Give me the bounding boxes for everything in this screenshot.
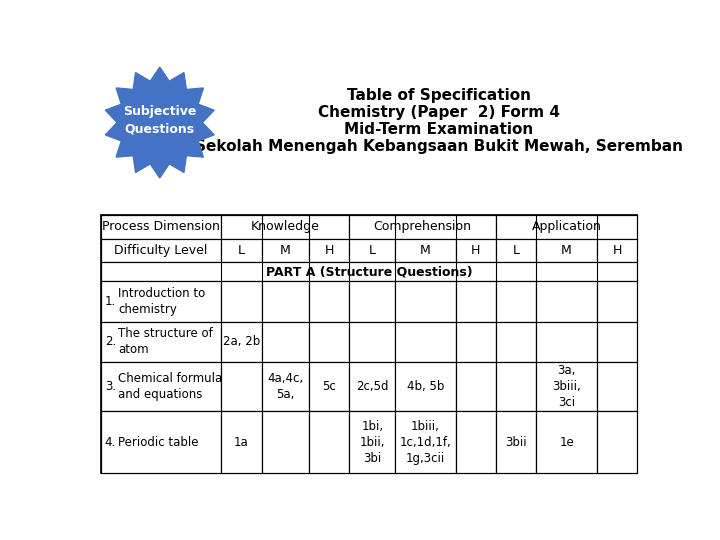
Bar [496, 321, 536, 362]
Bar [309, 239, 349, 262]
Bar [536, 281, 597, 321]
Bar [101, 262, 637, 281]
Bar [536, 239, 597, 262]
Text: H: H [471, 244, 481, 257]
Bar [349, 215, 496, 239]
Bar [221, 239, 261, 262]
Bar [309, 321, 349, 362]
Bar [395, 239, 456, 262]
Bar [309, 281, 349, 321]
Text: Process Dimension: Process Dimension [102, 220, 220, 233]
Bar [221, 281, 261, 321]
Text: H: H [612, 244, 621, 257]
Bar [597, 321, 637, 362]
Text: Table of Specification: Table of Specification [347, 88, 531, 103]
Text: H: H [325, 244, 334, 257]
Text: 1a: 1a [234, 436, 248, 449]
Text: 1.: 1. [104, 295, 116, 308]
Text: 2a, 2b: 2a, 2b [222, 335, 260, 348]
Bar [597, 362, 637, 411]
Bar [101, 215, 221, 239]
Bar [101, 239, 221, 262]
Text: 1bi,
1bii,
3bi: 1bi, 1bii, 3bi [359, 420, 385, 464]
Text: Sekolah Menengah Kebangsaan Bukit Mewah, Seremban: Sekolah Menengah Kebangsaan Bukit Mewah,… [194, 139, 683, 154]
Text: Subjective
Questions: Subjective Questions [123, 105, 197, 136]
Bar [349, 411, 395, 473]
Bar [261, 281, 309, 321]
Bar [496, 215, 637, 239]
Bar [536, 362, 597, 411]
Bar [309, 411, 349, 473]
Bar [597, 411, 637, 473]
Bar [349, 321, 395, 362]
Bar [536, 321, 597, 362]
Text: M: M [561, 244, 572, 257]
Bar [101, 215, 637, 473]
Bar [597, 239, 637, 262]
Bar [101, 281, 221, 321]
Bar [456, 321, 496, 362]
Text: PART A (Structure Questions): PART A (Structure Questions) [266, 265, 472, 278]
Bar [395, 411, 456, 473]
Text: Mid-Term Examination: Mid-Term Examination [344, 122, 534, 137]
Text: 3.: 3. [104, 380, 116, 393]
Bar [221, 215, 349, 239]
Bar [101, 411, 221, 473]
Text: Chemistry (Paper  2) Form 4: Chemistry (Paper 2) Form 4 [318, 105, 559, 120]
Bar [221, 362, 261, 411]
Bar [261, 411, 309, 473]
Text: L: L [513, 244, 520, 257]
Text: 2.: 2. [104, 335, 116, 348]
Text: Comprehension: Comprehension [374, 220, 472, 233]
Bar [261, 321, 309, 362]
Text: 1e: 1e [559, 436, 574, 449]
Bar [597, 281, 637, 321]
Bar [349, 239, 395, 262]
Bar [221, 411, 261, 473]
Bar [395, 362, 456, 411]
Text: Chemical formula
and equations: Chemical formula and equations [118, 372, 222, 401]
Bar [349, 362, 395, 411]
Bar [101, 362, 221, 411]
Bar [496, 281, 536, 321]
Bar [456, 411, 496, 473]
Bar [221, 321, 261, 362]
Bar [536, 411, 597, 473]
Bar [395, 321, 456, 362]
Text: 3a,
3biii,
3ci: 3a, 3biii, 3ci [552, 364, 581, 409]
Text: The structure of
atom: The structure of atom [118, 327, 212, 356]
Text: Periodic table: Periodic table [118, 436, 199, 449]
Text: Difficulty Level: Difficulty Level [114, 244, 207, 257]
Bar [496, 239, 536, 262]
Bar [261, 239, 309, 262]
Text: 1biii,
1c,1d,1f,
1g,3cii: 1biii, 1c,1d,1f, 1g,3cii [400, 420, 451, 464]
Bar [496, 362, 536, 411]
Text: 4.: 4. [104, 436, 116, 449]
Bar [309, 362, 349, 411]
Bar [496, 411, 536, 473]
Text: Knowledge: Knowledge [251, 220, 320, 233]
Bar [261, 362, 309, 411]
Text: L: L [369, 244, 376, 257]
Text: Introduction to
chemistry: Introduction to chemistry [118, 287, 205, 316]
Bar [456, 239, 496, 262]
Text: Application: Application [531, 220, 601, 233]
Text: L: L [238, 244, 245, 257]
Text: 4b, 5b: 4b, 5b [407, 380, 444, 393]
Text: 3bii: 3bii [505, 436, 527, 449]
Bar [101, 321, 221, 362]
Text: 4a,4c,
5a,: 4a,4c, 5a, [267, 372, 303, 401]
Text: M: M [420, 244, 431, 257]
Text: 2c,5d: 2c,5d [356, 380, 389, 393]
Polygon shape [105, 67, 214, 178]
Text: 5c: 5c [323, 380, 336, 393]
Bar [395, 281, 456, 321]
Bar [349, 281, 395, 321]
Bar [456, 362, 496, 411]
Text: M: M [280, 244, 291, 257]
Bar [456, 281, 496, 321]
